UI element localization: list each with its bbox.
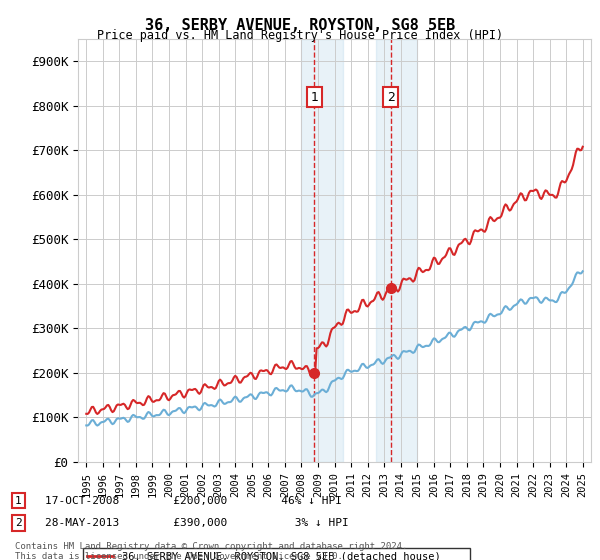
Text: 2: 2 (15, 518, 22, 528)
Bar (376, 39, 417, 462)
Text: 1: 1 (15, 496, 22, 506)
Text: Contains HM Land Registry data © Crown copyright and database right 2024.
This d: Contains HM Land Registry data © Crown c… (15, 542, 407, 560)
Text: 1: 1 (311, 91, 319, 104)
Text: 28-MAY-2013        £390,000          3% ↓ HPI: 28-MAY-2013 £390,000 3% ↓ HPI (45, 518, 349, 528)
Bar (301, 39, 343, 462)
Legend: 36, SERBY AVENUE, ROYSTON, SG8 5EB (detached house), HPI: Average price, detache: 36, SERBY AVENUE, ROYSTON, SG8 5EB (deta… (83, 548, 470, 560)
Text: 36, SERBY AVENUE, ROYSTON, SG8 5EB: 36, SERBY AVENUE, ROYSTON, SG8 5EB (145, 18, 455, 33)
Text: Price paid vs. HM Land Registry's House Price Index (HPI): Price paid vs. HM Land Registry's House … (97, 29, 503, 42)
Text: 17-OCT-2008        £200,000        46% ↓ HPI: 17-OCT-2008 £200,000 46% ↓ HPI (45, 496, 342, 506)
Text: 2: 2 (387, 91, 395, 104)
